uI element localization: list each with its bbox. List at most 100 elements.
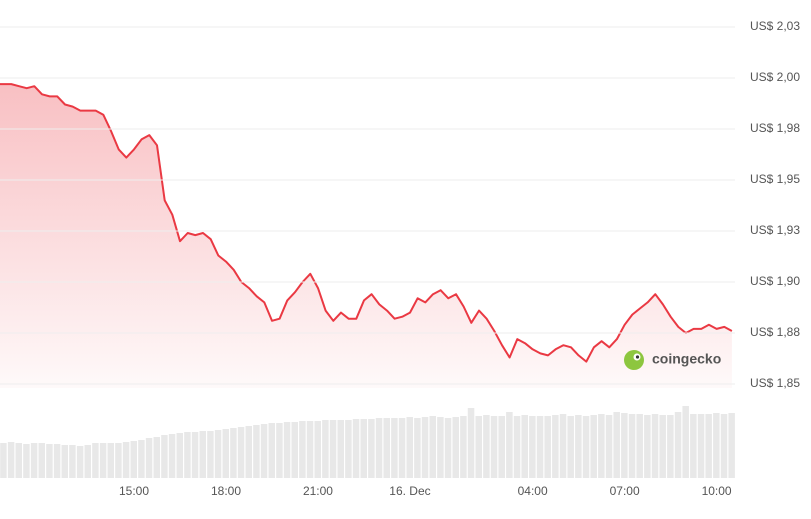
y-tick-label: US$ 2,00 xyxy=(750,70,800,84)
x-tick-label: 15:00 xyxy=(119,484,149,498)
volume-bar xyxy=(375,418,383,478)
volume-bar xyxy=(452,417,459,478)
price-area xyxy=(0,84,732,388)
volume-bar xyxy=(682,406,689,478)
volume-bar xyxy=(398,418,406,478)
volume-bar xyxy=(0,443,7,478)
volume-bar xyxy=(460,416,467,478)
volume-bar xyxy=(161,435,168,478)
x-tick-label: 18:00 xyxy=(211,484,241,498)
volume-bar xyxy=(536,416,544,478)
volume-bar xyxy=(237,427,245,478)
volume-bar xyxy=(414,418,421,478)
volume-bar xyxy=(46,444,53,478)
volume-bar xyxy=(7,442,15,478)
y-tick-label: US$ 1,98 xyxy=(750,121,800,135)
volume-bar xyxy=(107,443,115,478)
volume-bar xyxy=(138,440,145,478)
volume-bar xyxy=(345,420,352,478)
y-tick-label: US$ 2,03 xyxy=(750,19,800,33)
volume-bar xyxy=(490,416,498,478)
volume-bar xyxy=(437,417,444,478)
volume-bar xyxy=(283,422,291,478)
volume-bar xyxy=(99,443,107,478)
volume-bar xyxy=(636,414,643,478)
volume-bar xyxy=(475,416,482,478)
volume-bar xyxy=(513,416,521,478)
volume-bar xyxy=(368,419,375,478)
volume-bar xyxy=(421,417,429,478)
volume-bar xyxy=(360,419,367,478)
volume-bar xyxy=(23,444,30,478)
volume-bar xyxy=(429,416,436,478)
volume-bar xyxy=(306,421,314,478)
volume-bar xyxy=(567,416,574,478)
volume-bar xyxy=(122,442,130,478)
volume-bar xyxy=(253,425,260,478)
price-line xyxy=(0,83,733,363)
watermark: coingecko xyxy=(652,351,721,367)
volume-bar xyxy=(322,420,329,478)
volume-bar xyxy=(506,412,513,478)
volume-bar xyxy=(207,431,214,478)
volume-bar xyxy=(329,420,337,478)
volume-bar xyxy=(659,415,666,478)
watermark-logo xyxy=(624,350,644,370)
volume-bar xyxy=(69,445,76,478)
volume-bar xyxy=(260,424,268,478)
y-tick-label: US$ 1,95 xyxy=(750,172,800,186)
volume-bar xyxy=(383,418,390,478)
volume-bar xyxy=(605,415,613,478)
volume-bar xyxy=(30,443,38,478)
volume-bar xyxy=(245,426,252,478)
volume-bar xyxy=(651,414,659,478)
volume-bar xyxy=(191,432,199,478)
volume-bar xyxy=(613,412,620,478)
y-tick-label: US$ 1,85 xyxy=(750,376,800,390)
x-tick-label: 04:00 xyxy=(518,484,548,498)
volume-bar xyxy=(628,414,636,478)
volume-bar xyxy=(529,416,536,478)
volume-bar xyxy=(176,433,183,478)
volume-bar xyxy=(582,416,590,478)
volume-bar xyxy=(314,421,321,478)
volume-bar xyxy=(552,415,559,478)
volume-bar xyxy=(575,415,582,478)
volume-bar xyxy=(268,423,275,478)
volume-bar xyxy=(92,443,99,478)
volume-bar xyxy=(84,445,92,478)
volume-bar xyxy=(168,434,176,478)
volume-bar xyxy=(276,423,283,478)
volume-bar xyxy=(598,414,605,478)
volume-bar xyxy=(38,443,46,478)
volume-bar xyxy=(61,445,69,478)
volume-bar xyxy=(15,443,23,478)
volume-bar xyxy=(337,420,344,478)
volume-bar xyxy=(467,408,475,478)
y-tick-label: US$ 1,90 xyxy=(750,274,800,288)
volume-bar xyxy=(667,415,674,478)
volume-bar xyxy=(621,413,628,478)
y-tick-label: US$ 1,88 xyxy=(750,325,800,339)
volume-bar xyxy=(674,412,682,478)
volume-bar xyxy=(184,432,191,478)
volume-bar xyxy=(521,415,528,478)
volume-bar xyxy=(145,438,153,478)
volume-bar xyxy=(53,444,61,478)
volume-bar xyxy=(352,419,360,478)
volume-bar xyxy=(214,430,222,478)
volume-bar xyxy=(483,415,490,478)
volume-bar xyxy=(199,431,206,478)
volume-bar xyxy=(130,441,137,478)
volume-bar xyxy=(291,422,298,478)
x-tick-label: 21:00 xyxy=(303,484,333,498)
volume-bar xyxy=(705,414,712,478)
volume-bar xyxy=(76,446,84,478)
volume-bar xyxy=(728,413,735,478)
volume-bar xyxy=(406,417,413,478)
x-tick-label: 16. Dec xyxy=(389,484,430,498)
x-tick-label: 10:00 xyxy=(702,484,732,498)
volume-bar xyxy=(697,414,705,478)
volume-bar xyxy=(444,418,452,478)
